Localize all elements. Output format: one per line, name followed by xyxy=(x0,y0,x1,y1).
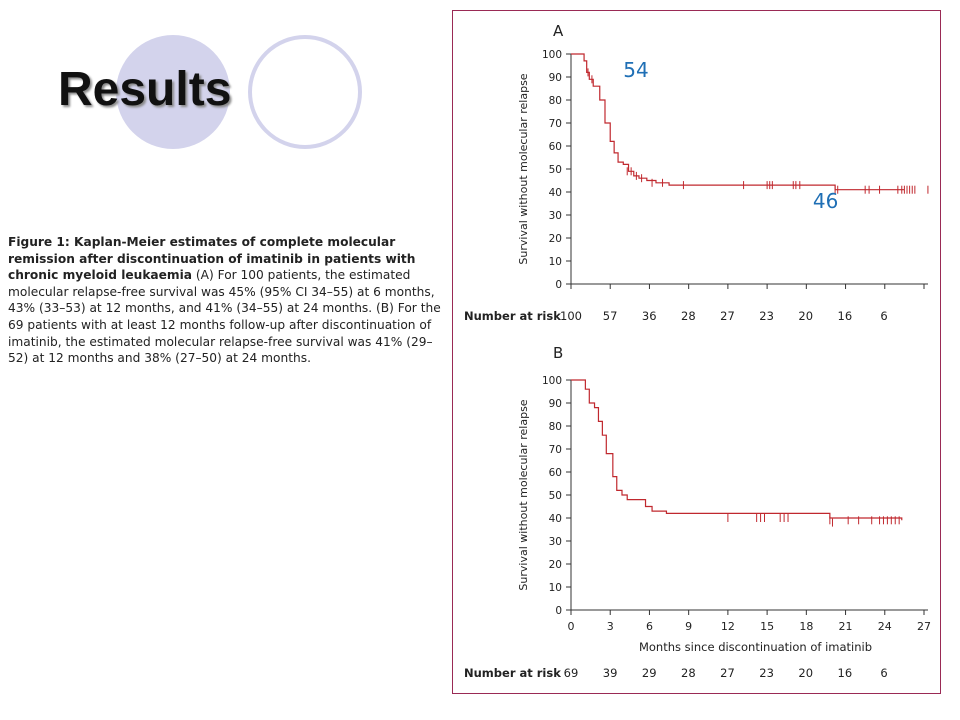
decor-circle-outline xyxy=(248,35,362,149)
x-tick-label: 18 xyxy=(799,620,813,633)
y-tick-label: 90 xyxy=(549,72,562,84)
annotation-label: 54 xyxy=(623,58,648,82)
risk-value: 36 xyxy=(642,309,657,323)
risk-value: 29 xyxy=(642,666,657,680)
risk-value: 27 xyxy=(720,666,735,680)
risk-value: 16 xyxy=(838,666,853,680)
panel-label: B xyxy=(553,344,563,362)
y-tick-label: 60 xyxy=(549,467,562,479)
x-tick-label: 24 xyxy=(878,620,892,633)
risk-value: 6 xyxy=(880,666,887,680)
risk-table-label: Number at risk xyxy=(464,666,561,680)
y-tick-label: 100 xyxy=(542,375,562,387)
risk-value: 23 xyxy=(759,309,774,323)
y-tick-label: 80 xyxy=(549,421,562,433)
annotation-label: 46 xyxy=(813,189,838,213)
caption-lead: Figure 1: Kaplan-Meier estimates of comp… xyxy=(8,235,416,283)
survival-curve xyxy=(571,379,903,521)
y-tick-label: 0 xyxy=(555,605,562,617)
y-tick-label: 20 xyxy=(549,233,562,245)
risk-value: 20 xyxy=(798,666,813,680)
y-tick-label: 70 xyxy=(549,118,562,130)
y-tick-label: 70 xyxy=(549,444,562,456)
risk-value: 23 xyxy=(759,666,774,680)
x-tick-label: 21 xyxy=(839,620,853,633)
y-axis-label: Survival without molecular relapse xyxy=(517,399,530,590)
y-tick-label: 0 xyxy=(555,279,562,291)
x-tick-label: 12 xyxy=(721,620,735,633)
panel-label: A xyxy=(553,22,564,40)
x-axis-label: Months since discontinuation of imatinib xyxy=(639,640,872,654)
risk-value: 6 xyxy=(880,309,887,323)
risk-value: 28 xyxy=(681,309,696,323)
x-tick-label: 15 xyxy=(760,620,774,633)
y-tick-label: 60 xyxy=(549,141,562,153)
y-tick-label: 50 xyxy=(549,164,562,176)
x-tick-label: 3 xyxy=(607,620,614,633)
survival-curve xyxy=(571,53,905,191)
risk-value: 100 xyxy=(560,309,582,323)
y-axis-label: Survival without molecular relapse xyxy=(517,73,530,264)
figure-frame xyxy=(452,10,941,694)
y-tick-label: 80 xyxy=(549,95,562,107)
y-tick-label: 100 xyxy=(542,49,562,61)
y-tick-label: 30 xyxy=(549,210,562,222)
figure-caption: Figure 1: Kaplan-Meier estimates of comp… xyxy=(8,234,450,367)
x-tick-label: 6 xyxy=(646,620,653,633)
risk-value: 20 xyxy=(798,309,813,323)
y-tick-label: 40 xyxy=(549,187,562,199)
risk-value: 57 xyxy=(603,309,618,323)
risk-table-label: Number at risk xyxy=(464,309,561,323)
risk-value: 39 xyxy=(603,666,618,680)
slide-title: Results xyxy=(58,63,232,116)
risk-value: 69 xyxy=(564,666,579,680)
y-tick-label: 10 xyxy=(549,256,562,268)
chart-panel-a: A 0 10 20 30 40 50 60 70 80 90 100 Survival without … xyxy=(464,22,929,323)
x-tick-label: 27 xyxy=(917,620,931,633)
caption-body: (A) For 100 patients, the estimated mole… xyxy=(8,268,441,366)
risk-value: 16 xyxy=(838,309,853,323)
y-tick-label: 40 xyxy=(549,513,562,525)
x-tick-label: 9 xyxy=(685,620,692,633)
y-tick-label: 50 xyxy=(549,490,562,502)
decor-circle-filled xyxy=(116,35,230,149)
x-tick-label: 0 xyxy=(568,620,575,633)
risk-value: 28 xyxy=(681,666,696,680)
y-tick-label: 10 xyxy=(549,582,562,594)
y-tick-label: 30 xyxy=(549,536,562,548)
risk-value: 27 xyxy=(720,309,735,323)
y-tick-label: 90 xyxy=(549,398,562,410)
y-tick-label: 20 xyxy=(549,559,562,571)
